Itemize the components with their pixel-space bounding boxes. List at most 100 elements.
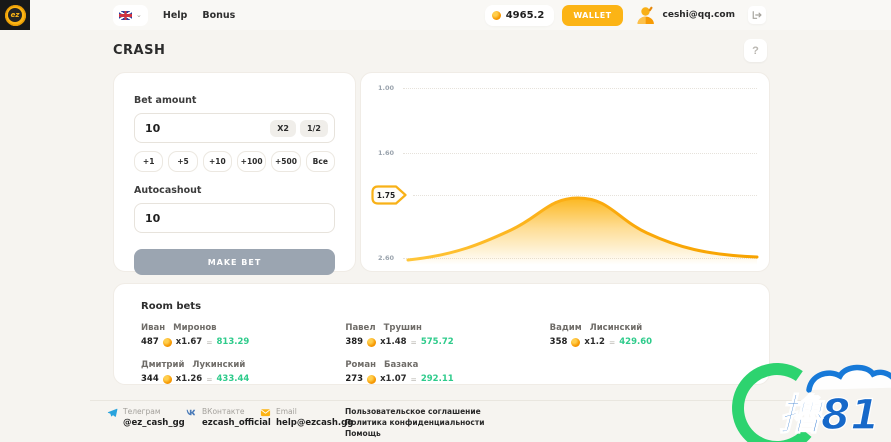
nav-help-link[interactable]: Help	[162, 9, 188, 21]
footer-divider	[90, 400, 801, 401]
autocashout-input[interactable]	[145, 211, 328, 225]
multiplier-curve	[406, 196, 759, 265]
uk-flag-icon	[119, 10, 132, 20]
footer-telegram: Телеграм @ez_cash_gg	[107, 407, 185, 428]
wallet-button[interactable]: WALLET	[562, 4, 623, 26]
bet-multiplier: x1.67	[175, 337, 203, 347]
room-bets-panel: Room bets Иван Миронов 487 x1.67 = 813.2…	[113, 283, 770, 385]
help-link[interactable]: Помощь	[345, 429, 381, 438]
email-icon	[260, 409, 271, 417]
room-bet-entry: Роман Базака 273 x1.07 = 292.11	[345, 360, 537, 384]
double-bet-button[interactable]: X2	[270, 119, 296, 137]
coin-icon	[367, 337, 377, 347]
bet-amount-field: X2 1/2	[134, 113, 335, 143]
player-name: Павел Трушин	[345, 323, 537, 333]
quick-bet-row: +1 +5 +10 +100 +500 Все	[134, 151, 335, 172]
balance-display[interactable]: 4965.2	[484, 4, 555, 26]
equals-sign: =	[410, 374, 417, 384]
player-name: Иван Миронов	[141, 323, 333, 333]
quick-bet-button-1[interactable]: +1	[134, 151, 164, 172]
logout-icon	[752, 11, 762, 19]
room-bet-entry: Дмитрий Лукинский 344 x1.26 = 433.44	[141, 360, 333, 384]
user-menu[interactable]: ceshi@qq.com	[635, 4, 735, 26]
footer-email: Email help@ezcash.gg	[260, 407, 353, 428]
email-address[interactable]: help@ezcash.gg	[276, 418, 354, 428]
crash-chart: 1.00 1.60 2.60 1.75	[360, 72, 770, 272]
email-label: Email	[276, 407, 297, 416]
quick-bet-button-10[interactable]: +10	[202, 151, 232, 172]
brand-logo[interactable]: ez	[0, 0, 30, 30]
bet-panel: Bet amount X2 1/2 +1 +5 +10 +100 +500 Вс…	[113, 72, 356, 275]
player-first-name: Павел	[345, 323, 376, 333]
bet-result: 292.11	[420, 374, 454, 384]
bet-multiplier: x1.26	[175, 374, 203, 384]
bet-details: 358 x1.2 = 429.60	[550, 337, 742, 347]
logo-coin-icon: ez	[4, 4, 26, 26]
player-last-name: Миронов	[173, 323, 217, 333]
cloud-icon	[806, 364, 891, 393]
bet-multiplier: x1.2	[584, 337, 605, 347]
bet-details: 344 x1.26 = 433.44	[141, 374, 333, 384]
coin-icon	[367, 374, 377, 384]
bet-amount: 344	[141, 374, 159, 384]
language-selector[interactable]: ⌄	[113, 4, 148, 26]
bet-amount-input[interactable]	[145, 121, 267, 135]
coin-icon	[491, 10, 501, 20]
logout-button[interactable]	[748, 6, 766, 24]
telegram-handle[interactable]: @ez_cash_gg	[123, 418, 185, 428]
quick-bet-button-5[interactable]: +5	[168, 151, 198, 172]
room-bets-grid: Иван Миронов 487 x1.67 = 813.29 Павел Тр…	[141, 323, 742, 384]
vk-icon	[186, 409, 196, 416]
bet-multiplier: x1.48	[380, 337, 407, 347]
current-multiplier-value: 1.75	[377, 191, 396, 200]
player-last-name: Лисинский	[589, 323, 643, 333]
bet-amount: 273	[345, 374, 364, 384]
bet-result: 429.60	[619, 337, 653, 347]
player-last-name: Лукинский	[192, 360, 246, 370]
gridline	[403, 88, 757, 89]
room-bet-entry: Иван Миронов 487 x1.67 = 813.29	[141, 323, 333, 347]
make-bet-button[interactable]: MAKE BET	[134, 249, 335, 275]
bet-details: 389 x1.48 = 575.72	[345, 337, 537, 347]
quick-bet-button-100[interactable]: +100	[236, 151, 267, 172]
bet-details: 487 x1.67 = 813.29	[141, 337, 333, 347]
bet-amount: 358	[549, 337, 568, 347]
logo-text: ez	[8, 8, 22, 22]
bet-amount: 389	[345, 337, 364, 347]
bet-details: 273 x1.07 = 292.11	[345, 374, 537, 384]
nav-bonus-link[interactable]: Bonus	[202, 9, 236, 21]
player-last-name: Трушин	[383, 323, 422, 333]
quick-bet-button-500[interactable]: +500	[271, 151, 301, 172]
coin-icon	[162, 337, 172, 347]
equals-sign: =	[410, 337, 417, 347]
player-name: Дмитрий Лукинский	[141, 360, 333, 370]
y-tick-label: 1.00	[378, 84, 395, 92]
quick-bet-button-all[interactable]: Все	[305, 151, 335, 172]
equals-sign: =	[206, 374, 213, 384]
player-name: Вадим Лисинский	[550, 323, 742, 333]
help-button[interactable]: ?	[744, 39, 767, 62]
y-tick-label: 2.60	[378, 254, 395, 262]
player-first-name: Роман	[345, 360, 376, 370]
bet-amount-label: Bet amount	[134, 95, 197, 106]
page-title: CRASH	[113, 43, 166, 58]
player-last-name: Базака	[383, 360, 419, 370]
chevron-down-icon: ⌄	[136, 11, 142, 19]
room-bet-entry: Павел Трушин 389 x1.48 = 575.72	[345, 323, 537, 347]
coin-icon	[162, 374, 172, 384]
terms-link[interactable]: Пользовательское соглашение	[345, 407, 481, 416]
room-bets-title: Room bets	[141, 301, 202, 312]
telegram-icon	[107, 408, 118, 417]
gridline	[403, 153, 757, 154]
half-bet-button[interactable]: 1/2	[299, 119, 328, 137]
avatar-icon	[637, 6, 654, 24]
bet-result: 813.29	[216, 337, 250, 347]
player-first-name: Дмитрий	[141, 360, 185, 370]
header-right: 4965.2 WALLET ceshi@qq.com	[484, 4, 766, 26]
vk-label: ВКонтакте	[202, 407, 245, 416]
player-first-name: Вадим	[549, 323, 582, 333]
vk-handle[interactable]: ezcash_official	[202, 418, 271, 428]
autocashout-label: Autocashout	[134, 185, 202, 196]
watermark-text: 擼81	[779, 390, 879, 439]
privacy-link[interactable]: Политика конфиденциальности	[345, 418, 485, 427]
